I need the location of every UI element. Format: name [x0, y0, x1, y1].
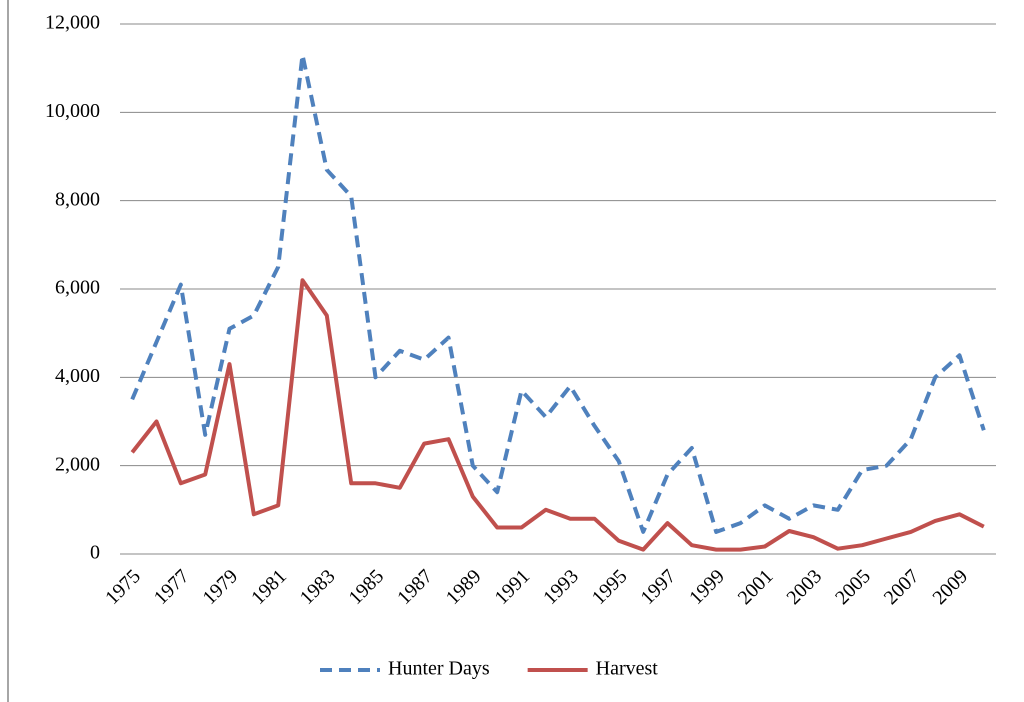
x-tick-label: 1979 [198, 565, 242, 609]
legend-label: Harvest [596, 658, 659, 680]
y-tick-label: 12,000 [45, 12, 100, 34]
x-tick-label: 1977 [150, 565, 194, 609]
y-tick-label: 0 [90, 542, 100, 564]
x-tick-label: 2003 [782, 565, 826, 609]
legend-label: Hunter Days [388, 658, 490, 680]
x-tick-label: 1995 [588, 565, 632, 609]
x-tick-label: 2005 [831, 565, 875, 609]
x-tick-label: 2009 [928, 565, 972, 609]
series-line [130, 52, 986, 534]
x-tick-label: 1993 [539, 565, 583, 609]
x-tick-label: 1987 [393, 565, 437, 609]
x-tick-label: 1997 [636, 565, 680, 609]
y-tick-label: 10,000 [45, 100, 100, 122]
y-tick-label: 4,000 [55, 365, 100, 387]
x-tick-label: 1999 [685, 565, 729, 609]
x-tick-label: 2007 [880, 565, 924, 609]
x-tick-label: 1981 [247, 565, 291, 609]
x-tick-label: 1975 [101, 565, 145, 609]
x-tick-label: 1991 [490, 565, 534, 609]
series-line [130, 278, 985, 552]
x-tick-label: 1985 [344, 565, 388, 609]
y-tick-label: 2,000 [55, 453, 100, 475]
x-tick-label: 2001 [734, 565, 778, 609]
x-tick-label: 1989 [442, 565, 486, 609]
y-tick-label: 8,000 [55, 188, 100, 210]
x-tick-label: 1983 [296, 565, 340, 609]
y-tick-label: 6,000 [55, 277, 100, 299]
